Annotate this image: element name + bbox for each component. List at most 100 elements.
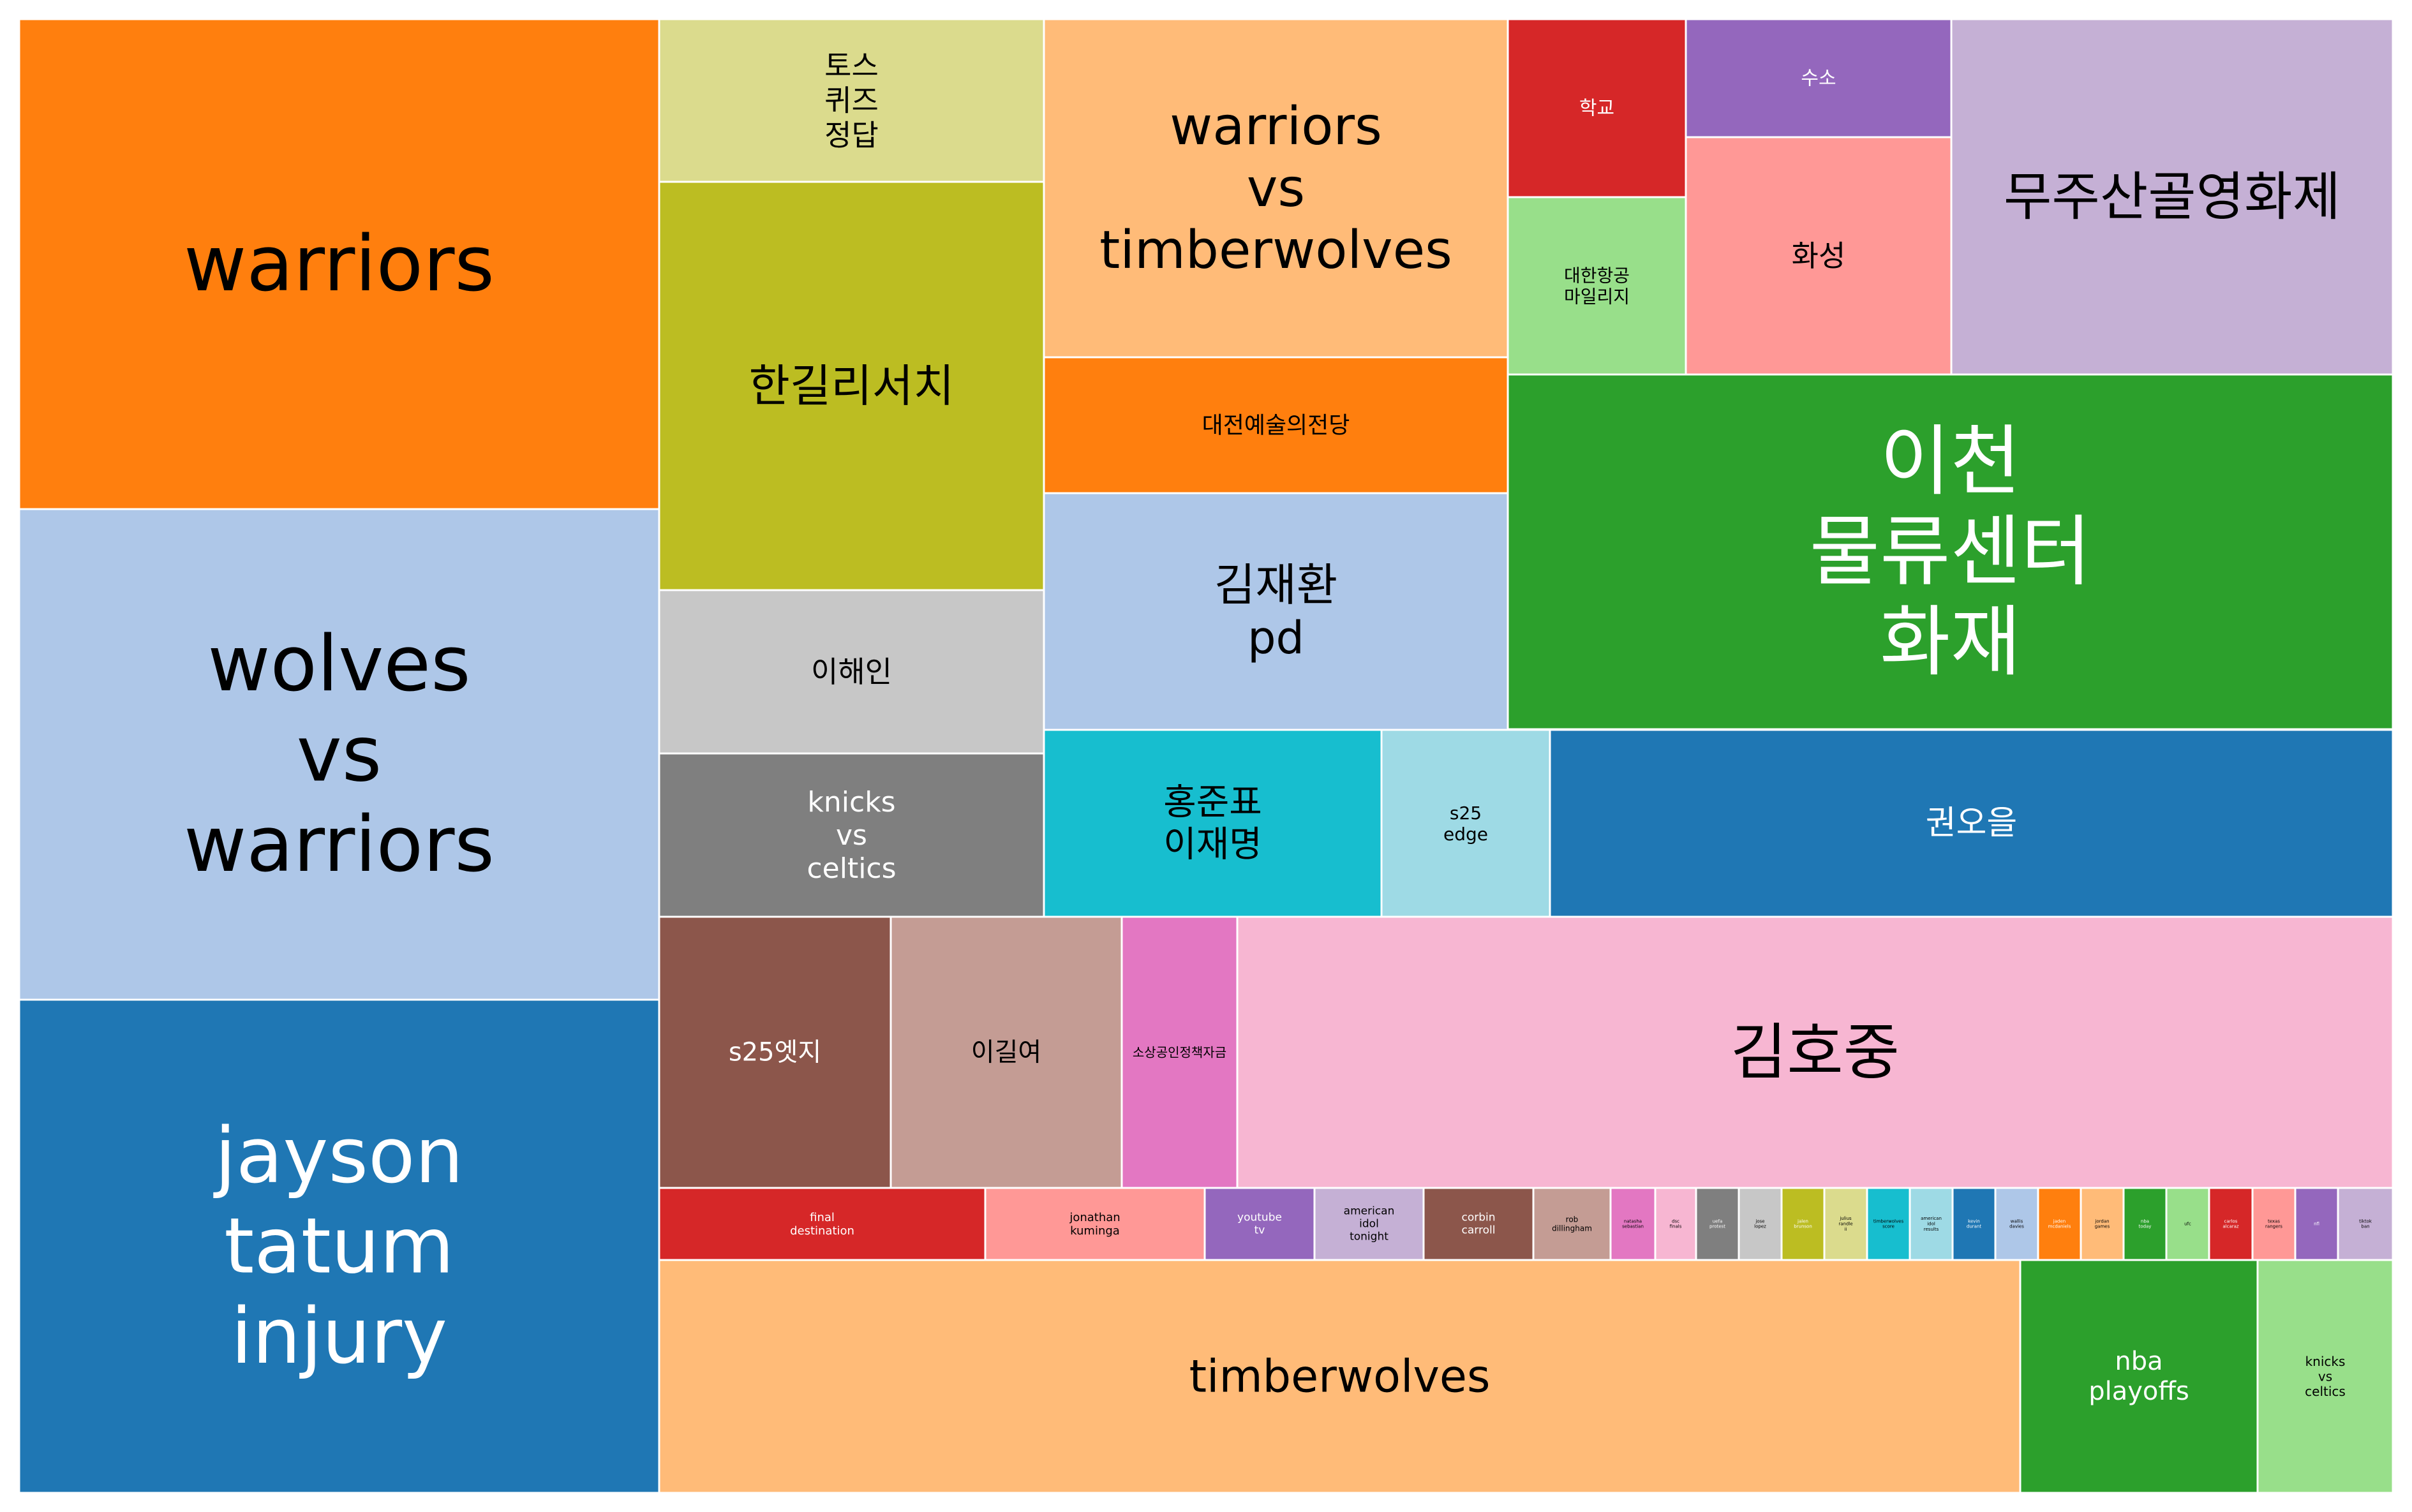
- treemap-label-이해인: 이해인: [811, 655, 892, 689]
- treemap-label-무주산골영화제: 무주산골영화제: [2004, 167, 2341, 227]
- treemap-rect-김호중: [1236, 915, 2394, 1189]
- treemap-label-jalen-brunson: jalen brunson: [1794, 1219, 1812, 1229]
- treemap-label-knicks-vs-celtics: knicks vs celtics: [807, 786, 896, 885]
- treemap-label-line: celtics: [807, 852, 896, 884]
- treemap-label-wolves-vs-warriors: wolves vs warriors: [184, 619, 495, 889]
- treemap-label-화성: 화성: [1792, 239, 1846, 273]
- treemap-rect-nba-playoffs: [2019, 1259, 2259, 1494]
- treemap-rect-학교: [1507, 18, 1687, 198]
- treemap-label-line: youtube: [1237, 1211, 1282, 1224]
- treemap-label-line: texas: [2268, 1219, 2280, 1224]
- treemap-label-line: 퀴즈: [824, 84, 879, 118]
- treemap-label-line: games: [2095, 1224, 2110, 1229]
- treemap-tile-s25엣지: s25엣지: [658, 915, 892, 1189]
- treemap-label-line: timberwolves: [1099, 219, 1452, 280]
- treemap-label-line: julius: [1839, 1216, 1852, 1221]
- treemap-tile-nba-playoffs: nba playoffs: [2019, 1259, 2259, 1494]
- treemap-label-dsc-finals: dsc finals: [1670, 1219, 1682, 1229]
- treemap-label-line: nba: [2141, 1219, 2149, 1224]
- treemap-label-s25-edge: s25 edge: [1443, 802, 1488, 844]
- treemap-label-line: 소상공인정책자금: [1133, 1045, 1226, 1060]
- treemap-label-line: 무주산골영화제: [2004, 167, 2341, 227]
- treemap-label-학교: 학교: [1579, 97, 1614, 119]
- treemap-rect-이길여: [890, 915, 1123, 1189]
- treemap-label-tiktok-ban: tiktok ban: [2359, 1219, 2372, 1229]
- treemap-label-line: jonathan: [1069, 1210, 1120, 1224]
- treemap-label-소상공인정책자금: 소상공인정책자금: [1133, 1045, 1226, 1060]
- treemap-tile-학교: 학교: [1507, 18, 1687, 198]
- treemap-rect-화성: [1685, 136, 1953, 376]
- treemap-label-warriors-vs-timberwolves: warriors vs timberwolves: [1099, 96, 1452, 281]
- treemap-rect-무주산골영화제: [1950, 18, 2394, 376]
- treemap-rect-대전예술의전당: [1043, 356, 1509, 494]
- treemap-rect-권오을: [1549, 729, 2394, 918]
- treemap-label-line: s25엣지: [729, 1038, 821, 1067]
- treemap-rect-nfl: [2294, 1187, 2339, 1261]
- treemap-tile-wallis-davies: wallis davies: [1994, 1187, 2039, 1261]
- treemap-label-s25엣지: s25엣지: [729, 1038, 821, 1067]
- treemap-rect-ufc: [2165, 1187, 2210, 1261]
- treemap-label-jaden-mcdaniels: jaden mcdaniels: [2048, 1219, 2071, 1229]
- treemap-label-corbin-carroll: corbin carroll: [1461, 1211, 1495, 1236]
- treemap-label-토스-퀴즈-정답: 토스 퀴즈 정답: [824, 48, 879, 152]
- treemap-tile-rob-dillingham: rob dillingham: [1532, 1187, 1612, 1261]
- treemap-tile-화성: 화성: [1685, 136, 1953, 376]
- treemap-rect-이해인: [658, 589, 1045, 755]
- treemap-tile-jose-lopez: jose lopez: [1738, 1187, 1783, 1261]
- treemap-label-line: dsc: [1672, 1219, 1679, 1224]
- treemap-label-carlos-alcaraz: carlos alcaraz: [2222, 1219, 2239, 1229]
- treemap-label-line: 김호중: [1731, 1017, 1900, 1088]
- treemap-tile-final-destination: final destination: [658, 1187, 986, 1261]
- treemap-tile-s25-edge: s25 edge: [1380, 729, 1551, 918]
- treemap-label-line: 화재: [1880, 598, 2021, 686]
- treemap-label-line: jalen: [1797, 1219, 1808, 1224]
- treemap-tile-홍준표-이재명: 홍준표 이재명: [1043, 729, 1383, 918]
- treemap-label-american-idol-tonight: american idol tonight: [1344, 1204, 1395, 1243]
- treemap-label-line: tonight: [1350, 1231, 1388, 1243]
- treemap-label-ufc: ufc: [2184, 1222, 2191, 1227]
- treemap-label-line: uefa: [1713, 1219, 1723, 1224]
- treemap-tile-knicks-vs-celtics: knicks vs celtics: [658, 752, 1045, 918]
- treemap-label-line: kuminga: [1070, 1224, 1120, 1238]
- treemap-label-line: durant: [1967, 1224, 1981, 1229]
- treemap-label-jonathan-kuminga: jonathan kuminga: [1069, 1210, 1120, 1237]
- treemap-tile-권오을: 권오을: [1549, 729, 2394, 918]
- treemap-rect-jonathan-kuminga: [984, 1187, 1206, 1261]
- treemap-label-line: davies: [2009, 1224, 2024, 1229]
- treemap-tile-jaden-mcdaniels: jaden mcdaniels: [2037, 1187, 2082, 1261]
- treemap-tile-jalen-brunson: jalen brunson: [1780, 1187, 1826, 1261]
- treemap-label-line: idol: [1359, 1218, 1379, 1231]
- treemap-rect-rob-dillingham: [1532, 1187, 1612, 1261]
- treemap-label-jordan-games: jordan games: [2094, 1219, 2110, 1229]
- treemap-tile-wolves-vs-warriors: wolves vs warriors: [18, 508, 660, 1001]
- treemap-label-line: nfl: [2314, 1222, 2319, 1227]
- treemap-label-line: sebastian: [1622, 1224, 1644, 1229]
- treemap-tile-american-idol-results: american idol results: [1909, 1187, 1954, 1261]
- treemap-label-line: warriors: [184, 801, 495, 889]
- treemap-label-line: 이천: [1880, 417, 2021, 506]
- treemap-label-timberwolves: timberwolves: [1189, 1351, 1491, 1403]
- treemap-label-rob-dillingham: rob dillingham: [1552, 1215, 1592, 1233]
- treemap-label-nba-today: nba today: [2139, 1219, 2152, 1229]
- treemap-rect-kevin-durant: [1951, 1187, 1997, 1261]
- treemap-tile-무주산골영화제: 무주산골영화제: [1950, 18, 2394, 376]
- treemap-label-line: pd: [1247, 612, 1304, 664]
- treemap-label-line: carroll: [1462, 1224, 1496, 1237]
- treemap-label-nba-playoffs: nba playoffs: [2088, 1347, 2189, 1406]
- treemap-label-홍준표-이재명: 홍준표 이재명: [1163, 782, 1262, 865]
- treemap-rect-julius-randle-ii: [1823, 1187, 1868, 1261]
- treemap-tile-김재환-pd: 김재환 pd: [1043, 492, 1509, 731]
- treemap-tile-youtube-tv: youtube tv: [1203, 1187, 1316, 1261]
- treemap-tile-이길여: 이길여: [890, 915, 1123, 1189]
- treemap-label-line: edge: [1443, 824, 1488, 845]
- treemap-tile-carlos-alcaraz: carlos alcaraz: [2208, 1187, 2254, 1261]
- treemap-tile-tiktok-ban: tiktok ban: [2337, 1187, 2394, 1261]
- treemap-label-김재환-pd: 김재환 pd: [1214, 559, 1337, 664]
- treemap-rect-수소: [1685, 18, 1953, 138]
- treemap-rect-jordan-games: [2080, 1187, 2125, 1261]
- treemap-label-jayson-tatum-injury: jayson tatum injury: [213, 1111, 464, 1381]
- treemap-label-line: protest: [1709, 1224, 1725, 1229]
- treemap-rect-소상공인정책자금: [1120, 915, 1239, 1189]
